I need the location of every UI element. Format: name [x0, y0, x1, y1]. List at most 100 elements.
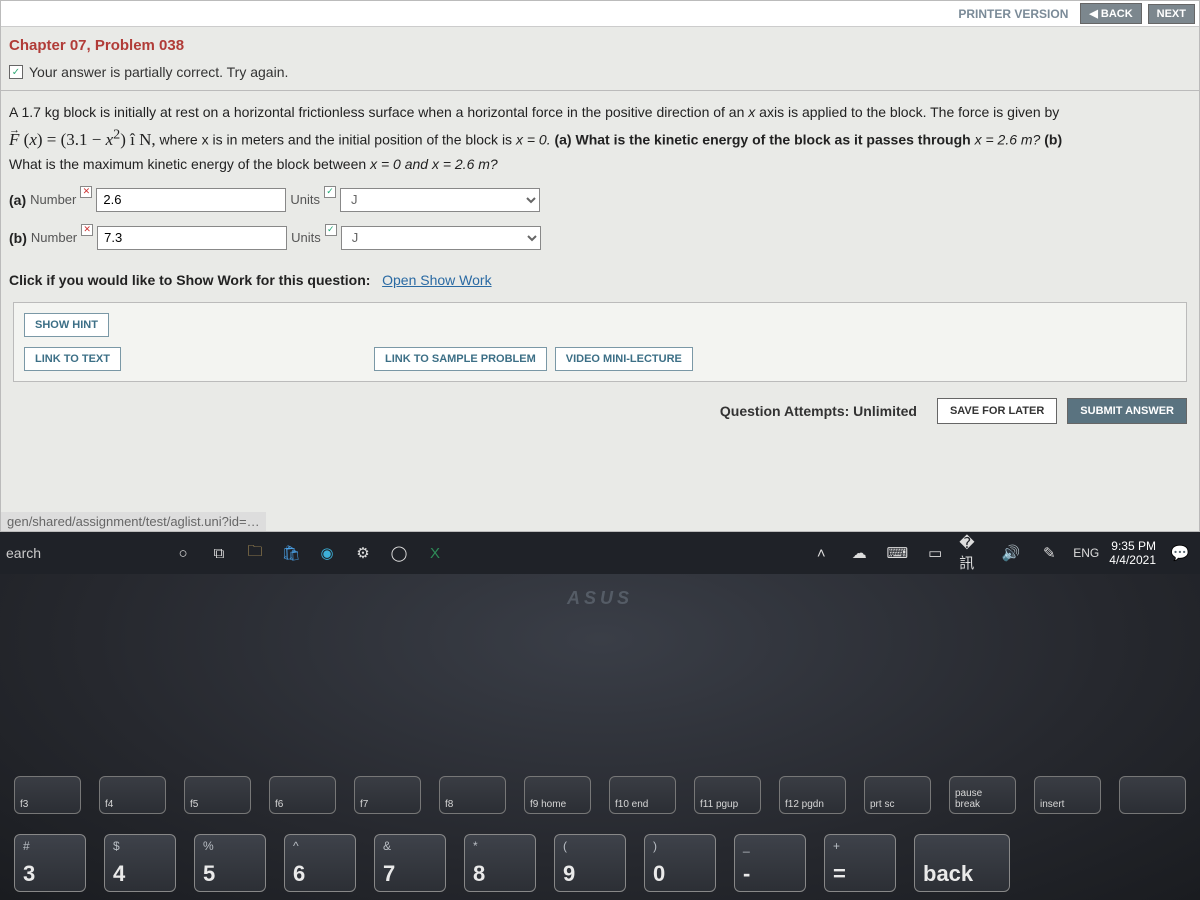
number-key: ^6 [284, 834, 356, 892]
problem-text-4: x = 0. [516, 132, 555, 148]
answer-row-a: (a) Number ✕ Units ✓ J [9, 188, 1191, 212]
problem-text-5: What is the maximum kinetic energy of th… [9, 156, 370, 172]
keyboard-icon[interactable]: ⌨ [883, 539, 911, 567]
answer-section: (a) Number ✕ Units ✓ J (b) Number ✕ Unit… [1, 182, 1199, 268]
search-input-label[interactable]: earch [6, 545, 41, 561]
assignment-page: PRINTER VERSION ◀ BACK NEXT Chapter 07, … [0, 0, 1200, 532]
fn-key: f6 [269, 776, 336, 814]
show-hint-button[interactable]: SHOW HINT [24, 313, 109, 337]
fn-key: f7 [354, 776, 421, 814]
clock-date: 4/4/2021 [1109, 553, 1156, 567]
number-key: += [824, 834, 896, 892]
button-panel: SHOW HINT LINK TO TEXT LINK TO SAMPLE PR… [13, 302, 1187, 382]
answer-b-sublabel: Number [31, 230, 77, 245]
problem-qax: x = 2.6 m? [975, 132, 1045, 148]
answer-b-label: (b) [9, 230, 27, 246]
problem-text-3: where x is in meters and the initial pos… [160, 132, 516, 148]
pen-icon[interactable]: ✎ [1035, 539, 1063, 567]
fn-key: f9 home [524, 776, 591, 814]
settings-icon[interactable]: ⚙ [349, 539, 377, 567]
answer-b-input[interactable] [97, 226, 287, 250]
task-view-icon[interactable]: ⧉ [205, 539, 233, 567]
volume-icon[interactable]: 🔊 [997, 539, 1025, 567]
fn-key: f4 [99, 776, 166, 814]
fn-key: f5 [184, 776, 251, 814]
number-key: back [914, 834, 1010, 892]
system-tray: ˄ ☁ ⌨ ▭ �訊 🔊 ✎ ENG 9:35 PM 4/4/2021 💬 [807, 539, 1194, 568]
attempts-text: Question Attempts: Unlimited [720, 403, 917, 419]
problem-text-1: A 1.7 kg block is initially at rest on a… [9, 104, 748, 120]
show-work-prefix: Click if you would like to Show Work for… [9, 272, 370, 288]
status-url: gen/shared/assignment/test/aglist.uni?id… [1, 512, 266, 531]
fn-key: f3 [14, 776, 81, 814]
answer-row-b: (b) Number ✕ Units ✓ J [9, 226, 1191, 250]
problem-text-6: x = 0 and x = 2.6 m? [370, 156, 498, 172]
language-indicator[interactable]: ENG [1073, 546, 1099, 560]
fn-key: insert [1034, 776, 1101, 814]
feedback-row: ✓ Your answer is partially correct. Try … [1, 60, 1199, 90]
problem-qb: (b) [1044, 132, 1062, 148]
laptop-photo-area: ASUS f3f4f5f6f7f8f9 homef10 endf11 pgupf… [0, 574, 1200, 900]
fn-key: f11 pgup [694, 776, 761, 814]
wrong-icon: ✕ [80, 186, 92, 198]
file-explorer-icon[interactable]: 🗀 [241, 539, 269, 567]
feedback-text: Your answer is partially correct. Try ag… [29, 64, 288, 80]
wifi-icon[interactable]: �訊 [959, 539, 987, 567]
wrong-icon: ✕ [81, 224, 93, 236]
number-key-row: #3 $4 %5 ^6&7 *8 (9 )0 _- += back [0, 834, 1200, 892]
answer-a-sublabel: Number [30, 192, 76, 207]
number-key: $4 [104, 834, 176, 892]
fn-key: f12 pgdn [779, 776, 846, 814]
answer-b-units[interactable]: J [341, 226, 541, 250]
excel-icon[interactable]: X [421, 539, 449, 567]
edge-icon[interactable]: ◉ [313, 539, 341, 567]
answer-b-units-label: Units [291, 230, 321, 245]
number-key: #3 [14, 834, 86, 892]
chrome-icon[interactable]: ◯ [385, 539, 413, 567]
notifications-icon[interactable]: 💬 [1166, 539, 1194, 567]
clock-time: 9:35 PM [1109, 539, 1156, 553]
laptop-brand: ASUS [567, 588, 633, 609]
number-key: _- [734, 834, 806, 892]
answer-a-units-label: Units [290, 192, 320, 207]
next-button[interactable]: NEXT [1148, 4, 1195, 24]
printer-version-link[interactable]: PRINTER VERSION [952, 5, 1074, 23]
number-key: %5 [194, 834, 266, 892]
video-mini-lecture-button[interactable]: VIDEO MINI-LECTURE [555, 347, 693, 371]
answer-a-label: (a) [9, 192, 26, 208]
fn-key-row: f3 f4 f5 f6 f7 f8 f9 home f10 end f11 pgup f12 pg… [0, 776, 1200, 814]
open-show-work-link[interactable]: Open Show Work [382, 272, 491, 288]
chevron-up-icon[interactable]: ˄ [807, 539, 835, 567]
number-key: *8 [464, 834, 536, 892]
fn-key: f8 [439, 776, 506, 814]
show-work-row: Click if you would like to Show Work for… [1, 268, 1199, 302]
answer-a-input[interactable] [96, 188, 286, 212]
save-for-later-button[interactable]: SAVE FOR LATER [937, 398, 1057, 424]
number-key: &7 [374, 834, 446, 892]
battery-icon[interactable]: ▭ [921, 539, 949, 567]
fn-key: f10 end [609, 776, 676, 814]
problem-text-2: axis is applied to the block. The force … [755, 104, 1059, 120]
onedrive-icon[interactable]: ☁ [845, 539, 873, 567]
cortana-icon[interactable]: ○ [169, 539, 197, 567]
problem-qa: (a) What is the kinetic energy of the bl… [554, 132, 974, 148]
submit-answer-button[interactable]: SUBMIT ANSWER [1067, 398, 1187, 424]
fn-key: pause break [949, 776, 1016, 814]
answer-a-units[interactable]: J [340, 188, 540, 212]
number-key: )0 [644, 834, 716, 892]
number-key: (9 [554, 834, 626, 892]
fn-key: prt sc [864, 776, 931, 814]
link-to-text-button[interactable]: LINK TO TEXT [24, 347, 121, 371]
clock[interactable]: 9:35 PM 4/4/2021 [1109, 539, 1156, 568]
correct-icon: ✓ [324, 186, 336, 198]
store-icon[interactable]: 🛍 [277, 539, 305, 567]
back-button[interactable]: ◀ BACK [1080, 3, 1141, 24]
fn-key [1119, 776, 1186, 814]
problem-statement: A 1.7 kg block is initially at rest on a… [1, 91, 1199, 182]
footer-row: Question Attempts: Unlimited SAVE FOR LA… [1, 392, 1199, 424]
partial-check-icon: ✓ [9, 65, 23, 79]
correct-icon: ✓ [325, 224, 337, 236]
taskbar: earch ○ ⧉ 🗀 🛍 ◉ ⚙ ◯ X ˄ ☁ ⌨ ▭ �訊 🔊 ✎ ENG… [0, 532, 1200, 574]
link-to-sample-button[interactable]: LINK TO SAMPLE PROBLEM [374, 347, 547, 371]
top-bar: PRINTER VERSION ◀ BACK NEXT [1, 1, 1199, 27]
